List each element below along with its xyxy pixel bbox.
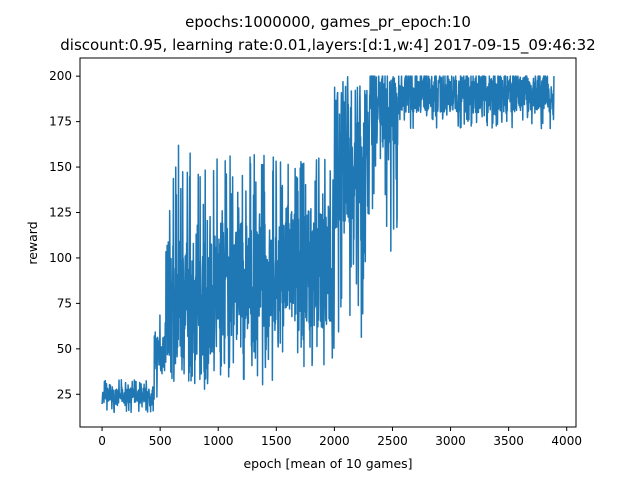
x-tick-label: 3500: [493, 434, 524, 448]
y-tick-label: 50: [57, 342, 72, 356]
plot-lines: [101, 75, 555, 414]
x-tick-label: 2000: [319, 434, 350, 448]
chart-title-line1: epochs:1000000, games_pr_epoch:10: [185, 13, 471, 32]
x-tick-label: 1000: [203, 434, 234, 448]
x-tick-label: 1500: [261, 434, 292, 448]
plot-frame: [79, 57, 577, 428]
x-tick-label: 4000: [551, 434, 582, 448]
y-tick-label: 150: [49, 160, 72, 174]
x-tick-label: 500: [149, 434, 172, 448]
y-tick-label: 200: [49, 69, 72, 83]
y-tick-label: 100: [49, 251, 72, 265]
x-tick-label: 2500: [377, 434, 408, 448]
x-tick-label: 3000: [435, 434, 466, 448]
x-axis-ticks: 0 500 1000 1500 2000 2500 3000 3500 4000: [98, 427, 582, 448]
x-axis-label: epoch [mean of 10 games]: [243, 456, 412, 471]
x-tick-label: 0: [98, 434, 106, 448]
y-axis-label: reward: [25, 221, 40, 264]
reward-series-line: [101, 75, 555, 414]
y-tick-label: 75: [57, 296, 72, 310]
chart-title-line2: discount:0.95, learning rate:0.01,layers…: [60, 36, 595, 55]
y-tick-label: 125: [49, 206, 72, 220]
y-axis-ticks: 25 50 75 100 125 150 175 200: [49, 69, 80, 401]
y-tick-label: 175: [49, 115, 72, 129]
y-tick-label: 25: [57, 387, 72, 401]
